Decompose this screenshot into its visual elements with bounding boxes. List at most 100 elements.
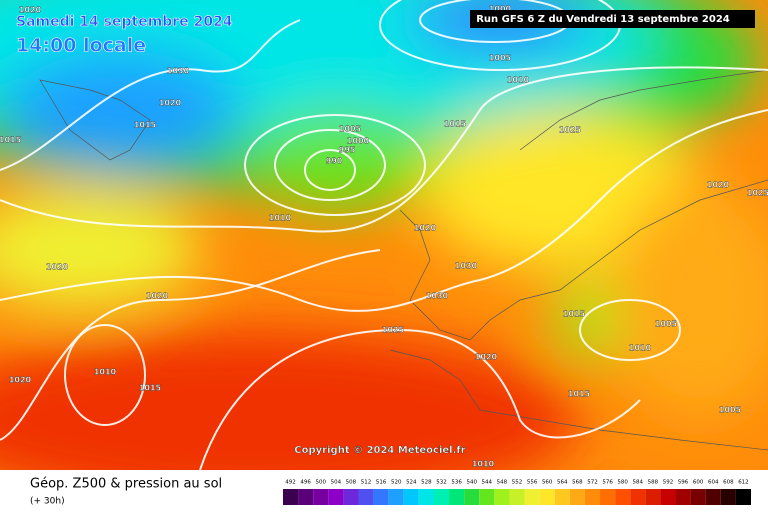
isobar-label: 1020 bbox=[707, 181, 730, 190]
scale-label: 556 bbox=[527, 480, 538, 486]
legend-title: Géop. Z500 & pression au sol bbox=[30, 477, 222, 492]
scale-label: 572 bbox=[587, 480, 598, 486]
isobar-label: 1015 bbox=[139, 384, 162, 393]
scale-swatch bbox=[373, 489, 389, 505]
scale-label: 568 bbox=[572, 480, 583, 486]
scale-swatch bbox=[524, 489, 540, 505]
isobar-label: 1015 bbox=[563, 310, 586, 319]
scale-swatch bbox=[298, 489, 314, 505]
isobar-label: 1020 bbox=[146, 292, 169, 301]
scale-swatch bbox=[630, 489, 646, 505]
scale-label: 576 bbox=[602, 480, 613, 486]
scale-label: 560 bbox=[542, 480, 553, 486]
scale-swatch bbox=[388, 489, 404, 505]
isobar-label: 1010 bbox=[629, 344, 652, 353]
scale-swatch bbox=[660, 489, 676, 505]
isobar-label: 1010 bbox=[269, 214, 292, 223]
scale-label: 532 bbox=[436, 480, 447, 486]
scale-swatch bbox=[584, 489, 601, 505]
date-title: Samedi 14 septembre 2024 bbox=[16, 14, 233, 30]
scale-label: 540 bbox=[466, 480, 477, 486]
scale-swatch bbox=[328, 489, 344, 505]
scale-swatch bbox=[313, 489, 329, 505]
scale-label: 584 bbox=[633, 480, 644, 486]
isobar-label: 1005 bbox=[655, 320, 678, 329]
scale-label: 528 bbox=[421, 480, 432, 486]
scale-label: 512 bbox=[361, 480, 372, 486]
isobars bbox=[0, 0, 768, 471]
isobar-label: 1015 bbox=[0, 136, 22, 145]
isobar-label: 1015 bbox=[568, 390, 591, 399]
scale-swatch bbox=[479, 489, 495, 505]
isobar-label: 1010 bbox=[94, 368, 117, 377]
coastlines bbox=[39, 69, 768, 451]
run-box bbox=[470, 10, 755, 28]
copyright: Copyright © 2024 Meteociel.fr bbox=[294, 445, 465, 456]
isobar-label: 1015 bbox=[134, 121, 157, 130]
scale-label: 500 bbox=[315, 480, 326, 486]
isobar-label: 1005 bbox=[719, 406, 742, 415]
scale-swatch bbox=[343, 489, 359, 505]
scale-swatch bbox=[464, 489, 480, 505]
scale-label: 608 bbox=[723, 480, 734, 486]
time-title: 14:00 locale bbox=[16, 35, 146, 57]
isobar-label: 1030 bbox=[455, 262, 478, 271]
scale-label: 520 bbox=[391, 480, 402, 486]
scale-swatch bbox=[569, 489, 585, 505]
scale-label: 516 bbox=[376, 480, 387, 486]
isobar-label: 1020 bbox=[19, 6, 42, 15]
scale-swatch bbox=[539, 489, 555, 505]
scale-swatch bbox=[675, 489, 691, 505]
isobar-label: 1020 bbox=[159, 99, 182, 108]
isobar-label: 1030 bbox=[426, 292, 449, 301]
scale-swatch bbox=[735, 489, 751, 505]
isobar-label: 1020 bbox=[475, 353, 498, 362]
legend-lead: (+ 30h) bbox=[30, 497, 65, 507]
scale-swatch bbox=[494, 489, 510, 505]
color-scale: 492 496 500 504 508 512 516 520 524 528 532 536 540 5… bbox=[283, 480, 751, 505]
scale-label: 580 bbox=[617, 480, 628, 486]
scale-label: 544 bbox=[482, 480, 493, 486]
isobar-label: 1010 bbox=[472, 460, 495, 469]
scale-label: 524 bbox=[406, 480, 417, 486]
scale-label: 496 bbox=[300, 480, 311, 486]
scale-label: 612 bbox=[738, 480, 749, 486]
scale-label: 536 bbox=[451, 480, 462, 486]
scale-label: 588 bbox=[648, 480, 659, 486]
scale-swatch bbox=[418, 489, 434, 505]
isobar-label: 1005 bbox=[339, 125, 362, 134]
run-info: Run GFS 6 Z du Vendredi 13 septembre 202… bbox=[476, 14, 730, 25]
scale-label: 552 bbox=[512, 480, 523, 486]
scale-swatch bbox=[554, 489, 570, 505]
scale-label: 548 bbox=[497, 480, 508, 486]
isobar-label: 1020 bbox=[414, 224, 437, 233]
scale-swatch bbox=[600, 489, 616, 505]
scale-swatch bbox=[615, 489, 631, 505]
scale-label: 508 bbox=[346, 480, 357, 486]
isobar-label: 1015 bbox=[444, 120, 467, 129]
scale-label: 592 bbox=[663, 480, 674, 486]
scale-swatch bbox=[509, 489, 525, 505]
scale-swatch bbox=[283, 489, 299, 505]
scale-swatch bbox=[720, 489, 736, 505]
isobar-label: 1020 bbox=[46, 263, 69, 272]
isobar-label: 1025 bbox=[747, 189, 768, 198]
isobar-label: 1005 bbox=[489, 54, 512, 63]
scale-swatch bbox=[645, 489, 661, 505]
scale-swatch bbox=[433, 489, 450, 505]
scale-swatch bbox=[403, 489, 419, 505]
isobar-label: 1025 bbox=[559, 126, 582, 135]
isobar-label: 1030 bbox=[167, 67, 190, 76]
scale-label: 504 bbox=[331, 480, 342, 486]
isobar-label: 1025 bbox=[382, 326, 405, 335]
isobar-label: 1000 bbox=[489, 5, 512, 14]
scale-swatch bbox=[705, 489, 721, 505]
scale-label: 596 bbox=[678, 480, 689, 486]
isobar-label: 1000 bbox=[347, 137, 370, 146]
isobar-label: 1020 bbox=[9, 376, 32, 385]
scale-label: 492 bbox=[285, 480, 296, 486]
scale-label: 604 bbox=[708, 480, 719, 486]
isobar-labels: 1020 1030 1020 1015 1015 1005 1000 995 9… bbox=[0, 4, 768, 469]
